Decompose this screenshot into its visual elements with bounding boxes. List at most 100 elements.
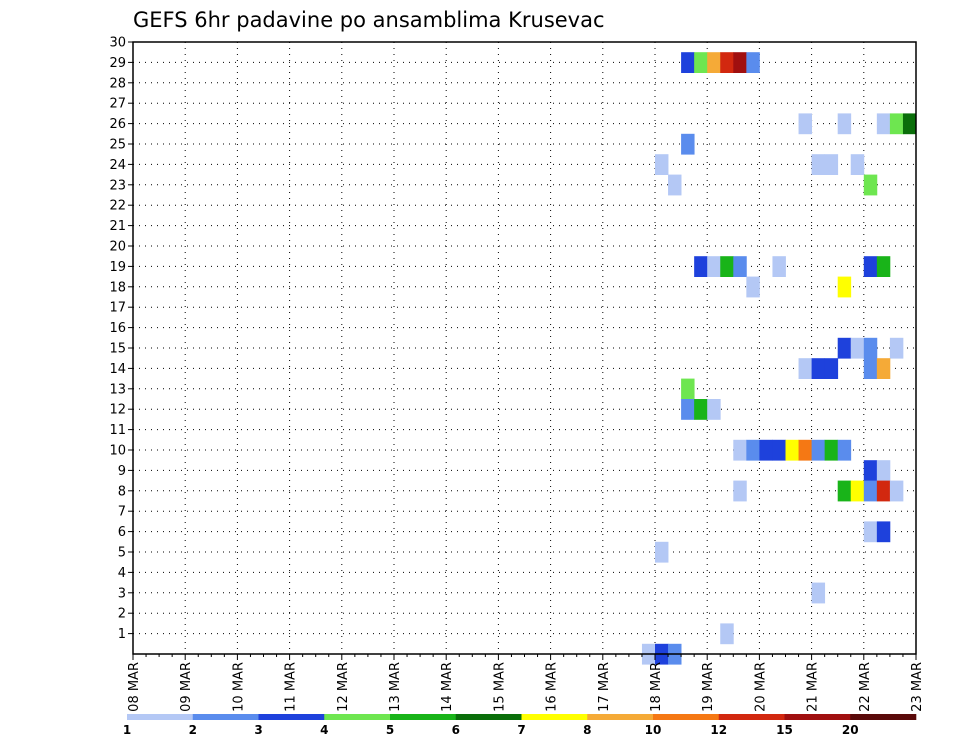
precip-cell	[720, 623, 734, 645]
precip-cell	[798, 358, 812, 379]
precip-cell	[863, 174, 878, 196]
x-tick-label: 12 MAR	[336, 662, 351, 712]
precip-cell	[694, 256, 708, 277]
precip-cell	[876, 358, 891, 379]
precip-cell	[824, 358, 839, 379]
x-tick-label: 11 MAR	[284, 662, 299, 712]
x-tick-label: 09 MAR	[179, 662, 194, 712]
y-tick-label: 23	[109, 178, 126, 193]
precip-cell	[863, 460, 878, 481]
precip-cell	[746, 276, 760, 298]
precip-cell	[863, 337, 878, 359]
legend-swatch	[258, 714, 325, 720]
precip-cell	[876, 521, 891, 543]
legend-swatch	[850, 714, 917, 720]
precip-cell	[655, 154, 669, 175]
precip-cell	[798, 113, 812, 135]
precip-cell	[733, 480, 747, 502]
precip-cell	[837, 337, 852, 359]
legend-swatch	[587, 714, 654, 720]
y-tick-label: 5	[118, 546, 126, 561]
color-legend: 1 2 3 4 5 6 7 8 10 12 15 20	[123, 714, 917, 737]
y-tick-label: 2	[118, 607, 126, 622]
precip-cell	[837, 439, 852, 461]
precip-cell	[850, 480, 865, 502]
y-tick-label: 28	[109, 76, 126, 91]
precip-cell	[876, 480, 891, 502]
y-tick-label: 19	[109, 260, 126, 275]
legend-swatch	[390, 714, 457, 720]
y-tick-label: 27	[109, 97, 126, 112]
x-tick-label: 20 MAR	[753, 662, 768, 712]
chart-title: GEFS 6hr padavine po ansamblima Krusevac	[133, 8, 605, 32]
precip-cell	[811, 439, 826, 461]
legend-label: 15	[776, 723, 793, 737]
legend-label: 4	[320, 723, 328, 737]
legend-label: 20	[842, 723, 859, 737]
x-tick-label: 19 MAR	[701, 662, 716, 712]
x-tick-label: 08 MAR	[127, 662, 142, 712]
y-tick-label: 10	[109, 444, 126, 459]
legend-swatch	[127, 714, 194, 720]
precip-cell	[707, 256, 721, 277]
x-tick-label: 10 MAR	[231, 662, 246, 712]
legend-swatch	[324, 714, 391, 720]
precip-cell	[720, 256, 734, 277]
x-tick-label: 22 MAR	[858, 662, 873, 712]
legend-label: 1	[123, 723, 131, 737]
precip-cell	[733, 52, 747, 73]
y-tick-label: 17	[109, 301, 126, 316]
precip-cell	[850, 337, 865, 359]
x-tick-label: 21 MAR	[806, 662, 821, 712]
legend-label: 10	[645, 723, 662, 737]
precip-cell	[863, 480, 878, 502]
precip-cell	[746, 439, 760, 461]
legend-swatch	[455, 714, 522, 720]
precip-cell	[837, 480, 852, 502]
x-axis: 08 MAR 09 MAR 10 MAR 11 MAR 12 MAR 13 MAR 14 M…	[127, 654, 925, 712]
y-tick-label: 1	[118, 627, 126, 642]
precip-cell	[889, 480, 904, 502]
x-tick-label: 13 MAR	[388, 662, 403, 712]
precip-cell	[733, 439, 747, 461]
y-tick-label: 26	[109, 117, 126, 132]
y-tick-label: 8	[118, 484, 126, 499]
precip-cell	[837, 113, 852, 135]
y-tick-label: 3	[118, 586, 126, 601]
legend-swatch	[784, 714, 851, 720]
precip-cell	[811, 358, 826, 379]
y-tick-label: 29	[109, 56, 126, 71]
precip-cell	[876, 113, 891, 135]
legend-swatch	[192, 714, 259, 720]
precip-cell	[694, 399, 708, 420]
legend-label: 3	[254, 723, 262, 737]
x-tick-label: 18 MAR	[649, 662, 664, 712]
y-tick-label: 4	[118, 566, 126, 581]
legend-label: 5	[386, 723, 394, 737]
precip-cell	[837, 276, 852, 298]
y-axis: 1234567891011121314151617181920212223242…	[109, 36, 133, 642]
precip-cell	[681, 378, 695, 400]
x-tick-label: 17 MAR	[597, 662, 612, 712]
precip-cell	[694, 52, 708, 73]
y-tick-label: 6	[118, 525, 126, 540]
precip-cell	[772, 439, 786, 461]
y-tick-label: 20	[109, 240, 126, 255]
legend-label: 6	[452, 723, 460, 737]
y-tick-label: 9	[118, 464, 126, 479]
precip-cell	[655, 541, 669, 563]
precip-cell	[876, 460, 891, 481]
precip-cell	[889, 113, 904, 135]
precip-cell	[759, 439, 773, 461]
precip-cell	[863, 358, 878, 379]
y-tick-label: 18	[109, 280, 126, 295]
y-tick-label: 24	[109, 158, 126, 173]
precip-cells	[641, 52, 917, 665]
y-tick-label: 14	[109, 362, 126, 377]
precip-cell	[720, 52, 734, 73]
precip-cell	[681, 133, 695, 155]
legend-swatch	[718, 714, 785, 720]
precip-cell	[902, 113, 917, 135]
legend-swatch	[653, 714, 720, 720]
